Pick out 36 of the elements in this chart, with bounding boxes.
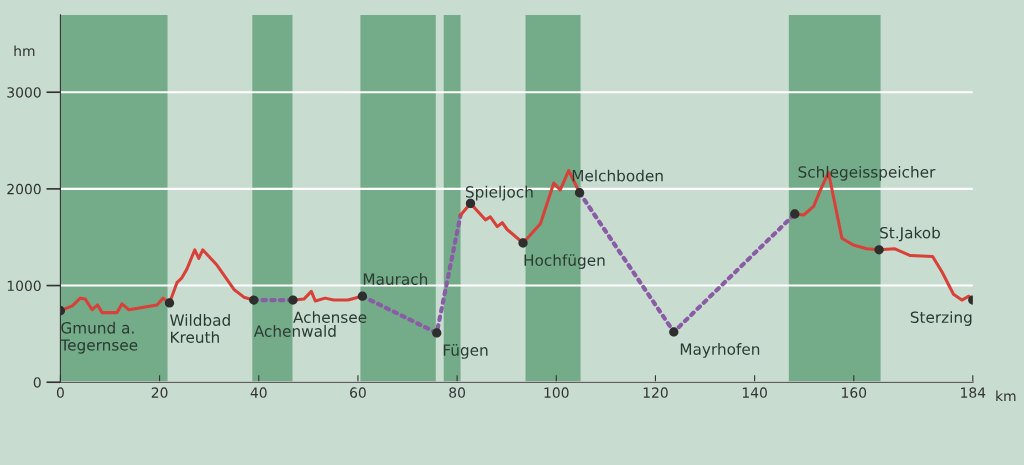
x-tick-label: 60 bbox=[350, 387, 366, 398]
x-tick-label: 140 bbox=[742, 387, 767, 398]
x-tick-label: 0 bbox=[56, 387, 64, 398]
point bbox=[432, 328, 442, 338]
point bbox=[249, 295, 259, 305]
x-tick-label: 40 bbox=[250, 387, 267, 398]
y-tick-label: 2000 bbox=[7, 183, 41, 195]
annotation: Achensee bbox=[293, 311, 367, 323]
annotation: Melchboden bbox=[572, 169, 663, 182]
point bbox=[518, 238, 528, 248]
x-tick-label: 80 bbox=[449, 387, 466, 398]
x-tick-label: 184 bbox=[961, 387, 986, 398]
annotation: St.Jakob bbox=[880, 226, 940, 242]
annotation: Achenwald bbox=[253, 325, 336, 337]
point bbox=[790, 209, 800, 219]
y-tick-label: 1000 bbox=[7, 280, 41, 292]
annotation: Mayrhofen bbox=[680, 343, 760, 358]
y-tick-label: 0 bbox=[33, 377, 41, 388]
x-tick-label: 160 bbox=[842, 387, 867, 398]
x-axis-title: km bbox=[996, 390, 1016, 402]
x-tick-label: 120 bbox=[643, 387, 668, 398]
annotation: Fügen bbox=[443, 344, 488, 359]
annotation: Spieljoch bbox=[465, 185, 533, 201]
point bbox=[357, 291, 368, 301]
point bbox=[288, 295, 298, 305]
point bbox=[874, 245, 884, 255]
point bbox=[669, 327, 679, 337]
annotation: Sterzing bbox=[910, 311, 972, 326]
y-axis-title: hm bbox=[14, 45, 35, 56]
x-tick-label: 20 bbox=[151, 387, 168, 398]
point bbox=[574, 188, 585, 198]
x-tick-label: 100 bbox=[544, 387, 569, 398]
annotation: Wildbad Kreuth bbox=[170, 314, 230, 343]
annotation: Maurach bbox=[363, 273, 428, 285]
y-tick-label: 3000 bbox=[7, 87, 41, 98]
point bbox=[164, 298, 175, 308]
